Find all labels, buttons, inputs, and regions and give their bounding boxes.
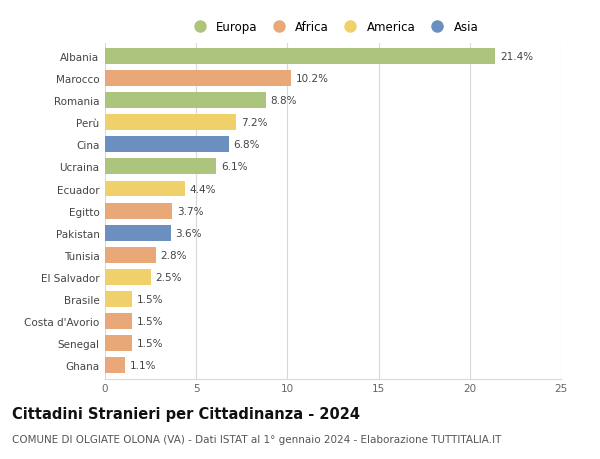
Text: 3.6%: 3.6%	[175, 228, 202, 238]
Text: 6.1%: 6.1%	[221, 162, 247, 172]
Text: COMUNE DI OLGIATE OLONA (VA) - Dati ISTAT al 1° gennaio 2024 - Elaborazione TUTT: COMUNE DI OLGIATE OLONA (VA) - Dati ISTA…	[12, 434, 502, 444]
Text: 3.7%: 3.7%	[177, 206, 203, 216]
Legend: Europa, Africa, America, Asia: Europa, Africa, America, Asia	[188, 22, 478, 34]
Text: 8.8%: 8.8%	[270, 96, 296, 106]
Text: 4.4%: 4.4%	[190, 184, 217, 194]
Bar	[105, 336, 133, 351]
Text: 21.4%: 21.4%	[500, 52, 533, 62]
Text: 2.8%: 2.8%	[161, 250, 187, 260]
Text: 10.2%: 10.2%	[296, 74, 329, 84]
Bar	[105, 291, 133, 307]
Bar	[105, 93, 266, 109]
Text: 1.1%: 1.1%	[130, 360, 156, 370]
Text: 1.5%: 1.5%	[137, 294, 163, 304]
Bar	[105, 137, 229, 153]
Bar	[105, 203, 172, 219]
Bar	[105, 115, 236, 131]
Text: Cittadini Stranieri per Cittadinanza - 2024: Cittadini Stranieri per Cittadinanza - 2…	[12, 406, 360, 421]
Bar	[105, 313, 133, 329]
Bar	[105, 71, 291, 87]
Bar	[105, 159, 216, 175]
Text: 1.5%: 1.5%	[137, 338, 163, 348]
Bar	[105, 225, 170, 241]
Bar	[105, 247, 156, 263]
Bar	[105, 49, 496, 65]
Text: 6.8%: 6.8%	[233, 140, 260, 150]
Text: 1.5%: 1.5%	[137, 316, 163, 326]
Text: 2.5%: 2.5%	[155, 272, 182, 282]
Text: 7.2%: 7.2%	[241, 118, 268, 128]
Bar	[105, 181, 185, 197]
Bar	[105, 358, 125, 373]
Bar	[105, 269, 151, 285]
